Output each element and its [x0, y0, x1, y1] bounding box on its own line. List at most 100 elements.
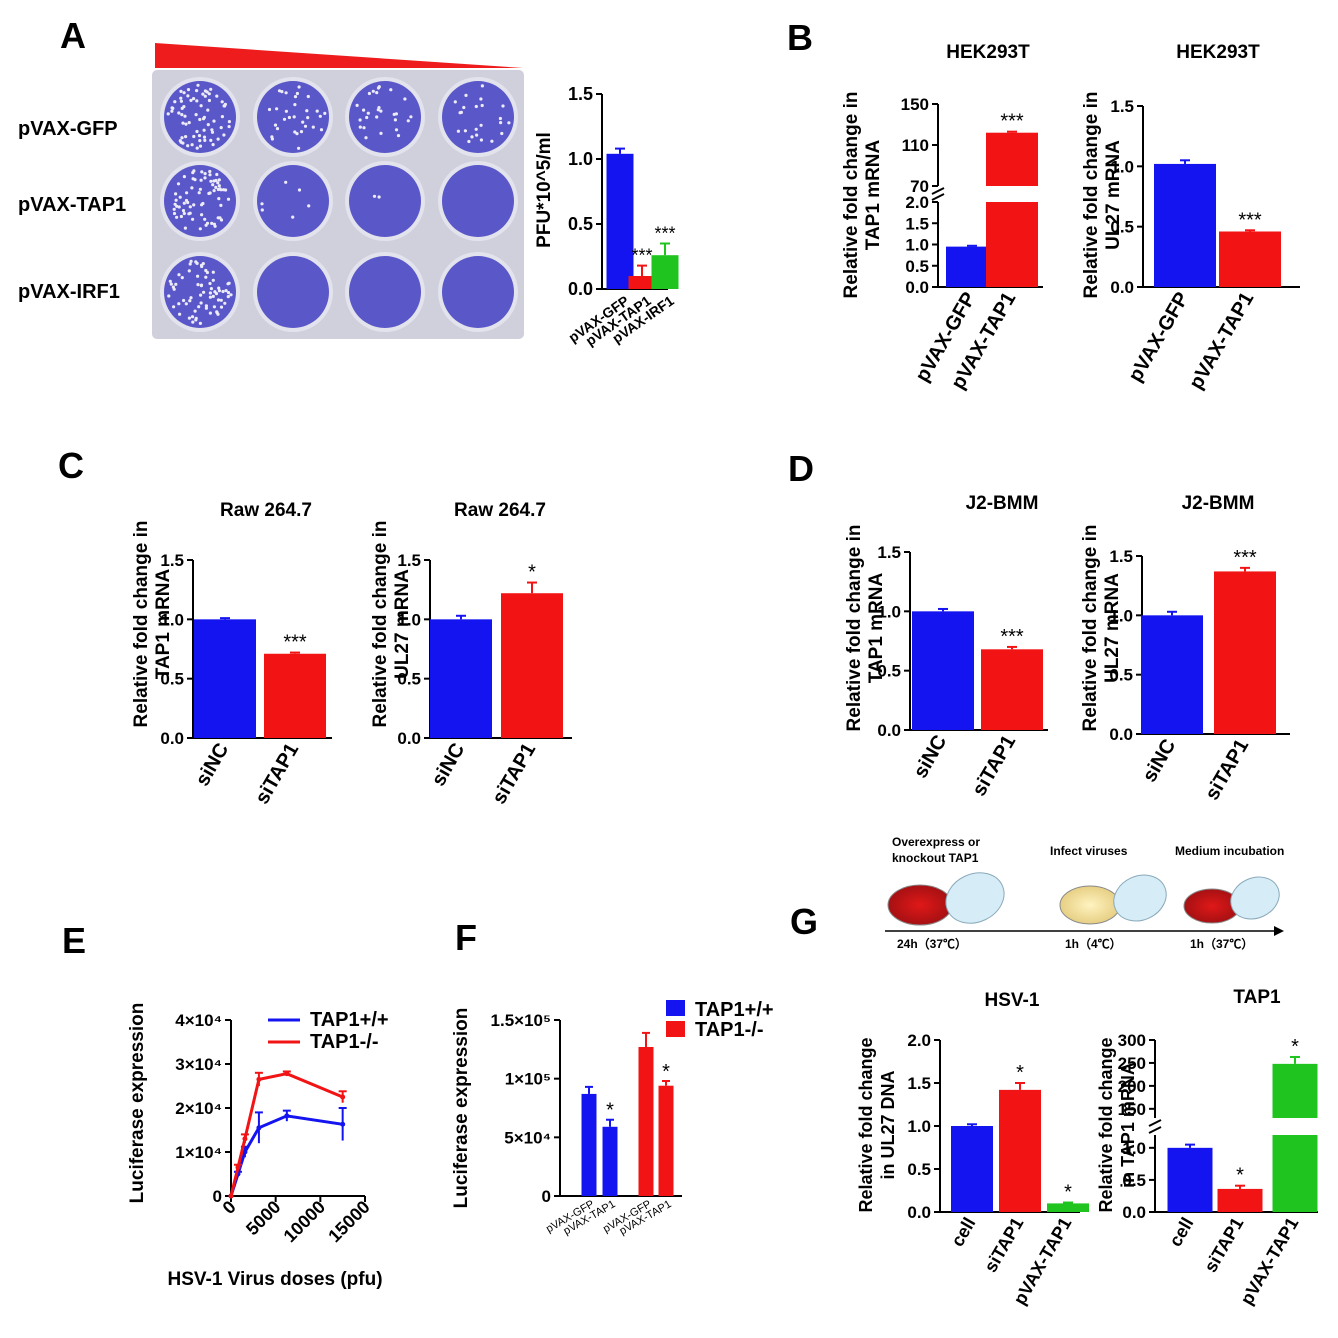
y-axis-label: TAP1 mRNA	[866, 572, 887, 683]
dish-icon	[1059, 874, 1167, 925]
x-category-label: siTAP1	[968, 732, 1020, 800]
step-time: 24h（37℃）	[897, 936, 967, 951]
plaque	[260, 202, 264, 206]
plaque	[372, 194, 377, 198]
well	[349, 81, 421, 153]
y-tick-label: 1.5	[568, 84, 593, 104]
chart-title: HEK293T	[946, 42, 1030, 63]
plaque	[208, 295, 212, 299]
plaque	[190, 186, 194, 190]
plaque	[199, 283, 204, 287]
plaque	[409, 115, 413, 119]
plaque	[177, 273, 181, 277]
plaque	[295, 91, 299, 96]
plaque	[213, 290, 217, 294]
plaque	[284, 109, 288, 113]
y-tick-label: 70	[910, 177, 929, 196]
y-axis-label: Relative fold change in	[844, 525, 865, 732]
plaque	[178, 195, 182, 199]
plaque	[275, 107, 279, 111]
plaque	[224, 188, 228, 192]
plaque	[209, 87, 213, 91]
plate-row-label: pVAX-TAP1	[18, 194, 126, 216]
significance-star: ***	[283, 632, 307, 654]
plaque	[299, 130, 304, 134]
bar	[981, 649, 1043, 730]
x-tick-label: 10000	[280, 1197, 330, 1247]
plaque	[200, 170, 204, 174]
plaque	[303, 124, 308, 128]
y-tick-label: 0.5	[905, 257, 929, 276]
plaque	[184, 198, 189, 203]
plaque	[216, 298, 221, 302]
plaque	[377, 195, 381, 199]
bar-chart-C1: 0.0 0.5 1.0 1.5 siNC *** siTAP1 Raw 264.7 Relati…	[131, 500, 332, 808]
plaque	[273, 123, 278, 127]
plate-body	[152, 70, 524, 339]
x-category-label: cell	[947, 1214, 979, 1250]
plaque	[199, 104, 203, 108]
panel-letter-g: G	[790, 901, 818, 942]
plate-well	[438, 77, 518, 157]
plaque	[182, 91, 186, 95]
plaque	[479, 138, 483, 142]
well	[257, 256, 329, 328]
plaque	[362, 108, 366, 112]
bar-chart-A: 0.00.51.01.5pVAX-GFP***pVAX-TAP1***pVAX-…	[534, 84, 679, 349]
bar	[658, 1085, 674, 1196]
y-axis-label: TAP1 mRNA	[863, 139, 884, 250]
plaque	[284, 91, 288, 95]
plaque	[211, 270, 215, 274]
panel-letter-f: F	[455, 917, 477, 958]
series-line	[229, 1072, 344, 1197]
dish-icon	[887, 872, 1005, 926]
plaque	[187, 269, 191, 273]
plaque	[217, 197, 221, 201]
plaque	[208, 173, 212, 177]
x-tick-label: 0	[219, 1197, 240, 1218]
bar	[1141, 615, 1203, 734]
plaque	[189, 259, 193, 263]
y-tick-label: 1.5	[160, 551, 184, 570]
plaque	[190, 315, 195, 319]
plaque	[311, 125, 315, 129]
plaque	[366, 111, 370, 115]
plate-well	[345, 252, 425, 332]
y-tick-label: 1.0	[397, 610, 421, 629]
plaque	[223, 301, 227, 305]
axis-break	[931, 193, 945, 201]
step-label: knockout TAP1	[892, 851, 979, 865]
y-tick-label: 0	[542, 1187, 551, 1206]
axis-break	[1148, 1126, 1162, 1134]
plaque	[191, 171, 195, 175]
step-label: Infect viruses	[1050, 844, 1128, 858]
plaque	[184, 302, 188, 306]
plaque	[186, 88, 191, 92]
plaque	[319, 128, 324, 132]
bar	[951, 1126, 993, 1212]
significance-star: ***	[1000, 111, 1024, 133]
plate-well	[160, 252, 240, 332]
plaque	[315, 109, 319, 113]
y-tick-label: 1.0	[1110, 157, 1134, 176]
plaque	[212, 305, 216, 309]
plaque	[179, 89, 183, 93]
well	[349, 256, 421, 328]
plaque-assay-plate: pVAX-GFP pVAX-TAP1 pVAX-IRF1	[18, 43, 524, 339]
plaque	[199, 263, 204, 267]
plaque	[187, 121, 191, 125]
plaque	[179, 214, 183, 219]
plaque	[174, 192, 178, 196]
y-tick-label: 1.0	[568, 149, 593, 169]
x-category-label: siTAP1	[251, 740, 303, 808]
plaque	[217, 286, 221, 290]
x-category-label: cell	[1165, 1214, 1197, 1250]
plaque	[198, 117, 202, 122]
bar	[581, 1093, 597, 1196]
plaque	[168, 279, 172, 283]
bar	[194, 619, 256, 738]
y-axis-label: Luciferase expression	[127, 1003, 148, 1204]
well	[164, 256, 236, 328]
plaque	[188, 205, 192, 209]
